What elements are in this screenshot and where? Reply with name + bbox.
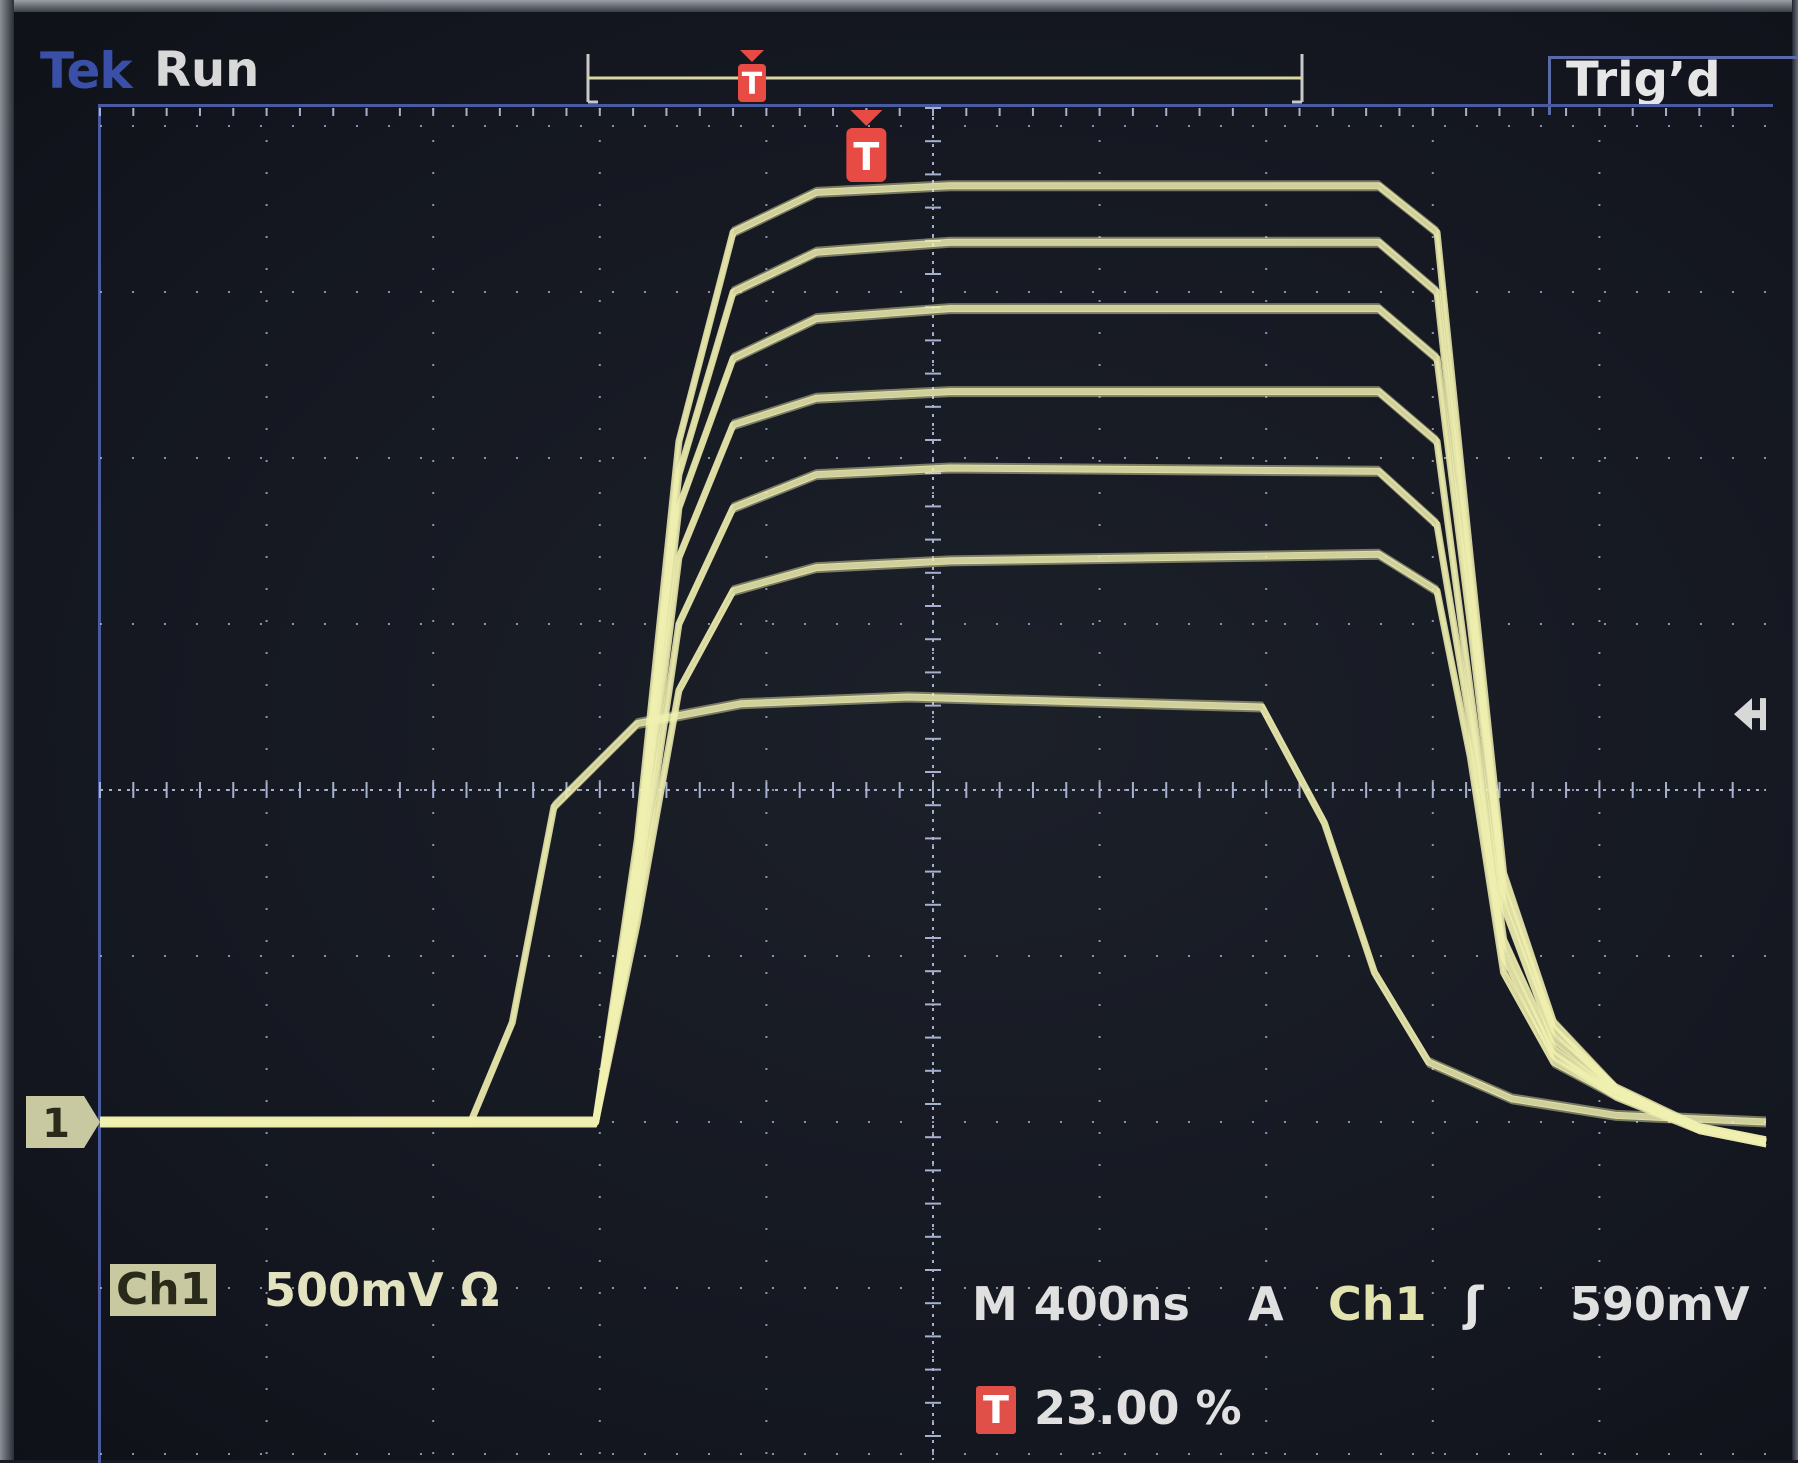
waveform-trace bbox=[100, 558, 1766, 1146]
waveform-trace bbox=[100, 388, 1766, 1138]
channel-1-scale[interactable]: 500mV bbox=[264, 1264, 444, 1316]
timebase-readout[interactable]: M 400ns bbox=[972, 1278, 1190, 1330]
waveform-trace bbox=[100, 396, 1766, 1146]
left-arrow-icon bbox=[1734, 698, 1766, 730]
channel-marker-label: 1 bbox=[42, 1101, 70, 1147]
waveform-trace bbox=[100, 242, 1766, 1142]
channel-1-coupling-icon: Ω bbox=[460, 1264, 499, 1316]
rising-edge-icon: ʃ bbox=[1464, 1278, 1483, 1330]
trigger-source[interactable]: Ch1 bbox=[1328, 1278, 1427, 1330]
trigger-mode: A bbox=[1248, 1278, 1284, 1330]
trigger-marker-label: T bbox=[853, 135, 879, 179]
channel-1-arrow-icon: 1 bbox=[26, 1096, 100, 1148]
trigger-position[interactable]: 23.00 % bbox=[1034, 1382, 1242, 1434]
trigger-t-flag-icon: T bbox=[846, 110, 886, 182]
trigger-position-icon: T bbox=[976, 1386, 1016, 1434]
trigger-level[interactable]: 590mV bbox=[1570, 1278, 1750, 1330]
channel-1-badge[interactable]: Ch1 bbox=[110, 1264, 216, 1316]
